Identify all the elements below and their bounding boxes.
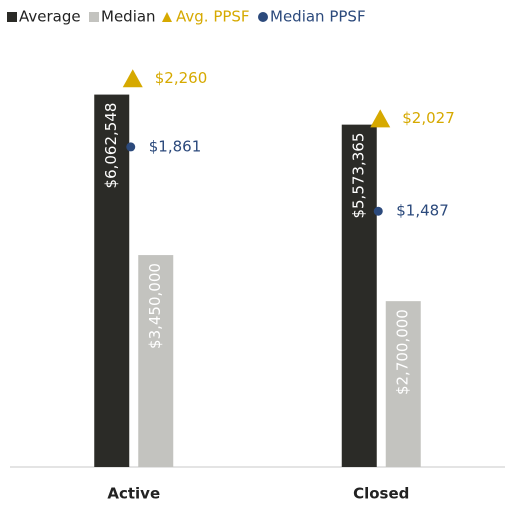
x-tick-label: Active [107, 485, 160, 503]
marker-value-label: $1,861 [149, 137, 202, 155]
marker-value-label: $1,487 [396, 202, 449, 220]
legend-label: Median [101, 8, 156, 26]
bar-value-label: $2,700,000 [394, 309, 412, 395]
x-tick-label: Closed [353, 485, 409, 503]
bar [94, 94, 130, 467]
legend-marker [89, 12, 99, 22]
marker-value-label: $2,027 [402, 109, 455, 127]
bar-value-label: $5,573,365 [350, 133, 368, 219]
bar-value-label: $3,450,000 [146, 263, 164, 349]
bar [385, 301, 421, 467]
legend-marker [162, 12, 172, 22]
bar-value-label: $6,062,548 [102, 103, 120, 189]
legend-marker [258, 12, 268, 22]
marker [370, 109, 391, 128]
marker [126, 142, 136, 152]
bar [138, 255, 174, 467]
marker-value-label: $2,260 [155, 69, 208, 87]
legend-label: Average [19, 8, 81, 26]
legend-label: Avg. PPSF [176, 8, 250, 26]
bar [341, 124, 377, 468]
marker [122, 69, 143, 88]
marker [373, 206, 383, 216]
legend-label: Median PPSF [270, 8, 366, 26]
legend-marker [7, 12, 17, 22]
